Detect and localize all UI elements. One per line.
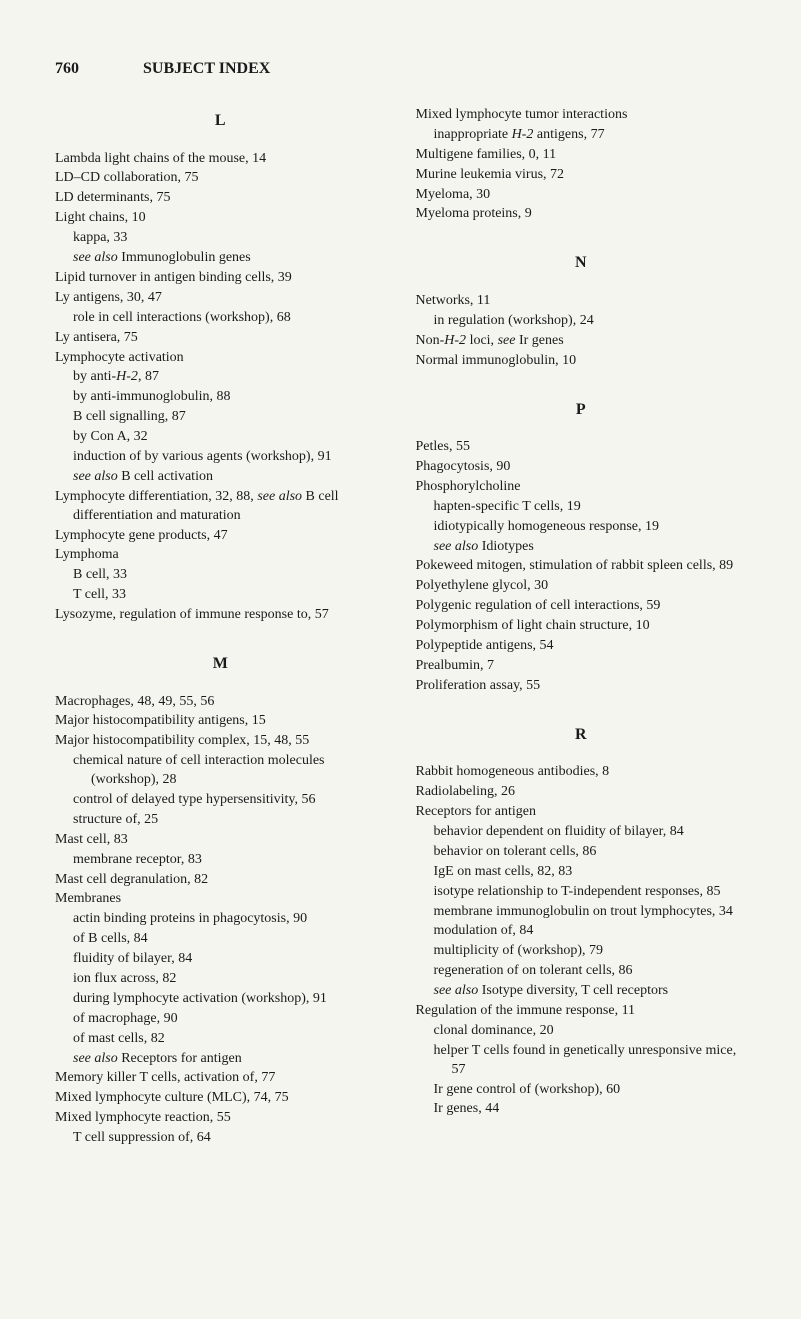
index-entry: Polyethylene glycol, 30 [416,577,747,596]
index-entry: Normal immunoglobulin, 10 [416,352,747,371]
index-entry: membrane immunoglobulin on trout lymphoc… [416,903,747,922]
index-entry: helper T cells found in genetically unre… [416,1042,747,1080]
index-entry: Membranes [55,890,386,909]
index-entry: Polypeptide antigens, 54 [416,637,747,656]
index-entry: Ir genes, 44 [416,1100,747,1119]
index-entry: membrane receptor, 83 [55,851,386,870]
index-entry: isotype relationship to T-independent re… [416,883,747,902]
index-entry: Petles, 55 [416,438,747,457]
index-entry: behavior dependent on fluidity of bilaye… [416,823,747,842]
index-entry: Mixed lymphocyte culture (MLC), 74, 75 [55,1089,386,1108]
index-entry: T cell suppression of, 64 [55,1129,386,1148]
index-entry: during lymphocyte activation (workshop),… [55,990,386,1009]
index-entry: Proliferation assay, 55 [416,677,747,696]
index-entry: inappropriate H-2 antigens, 77 [416,126,747,145]
index-entry: by anti-H-2, 87 [55,368,386,387]
index-entry: Myeloma, 30 [416,186,747,205]
index-entry: role in cell interactions (workshop), 68 [55,309,386,328]
index-entry: behavior on tolerant cells, 86 [416,843,747,862]
index-entry: Polygenic regulation of cell interaction… [416,597,747,616]
index-entry: Lysozyme, regulation of immune response … [55,606,386,625]
index-entry: Major histocompatibility antigens, 15 [55,712,386,731]
index-entry: Lymphocyte activation [55,349,386,368]
index-entry: Ly antisera, 75 [55,329,386,348]
index-entry: IgE on mast cells, 82, 83 [416,863,747,882]
index-entry: actin binding proteins in phagocytosis, … [55,910,386,929]
index-entry: see also Idiotypes [416,538,747,557]
index-entry: see also Immunoglobulin genes [55,249,386,268]
index-entry: chemical nature of cell interaction mole… [55,752,386,790]
index-entry: LD determinants, 75 [55,189,386,208]
section-letter: P [416,399,747,421]
index-entry: Regulation of the immune response, 11 [416,1002,747,1021]
index-entry: Multigene families, 0, 11 [416,146,747,165]
index-entry: see also Receptors for antigen [55,1050,386,1069]
section-letter: L [55,110,386,132]
index-entry: LD–CD collaboration, 75 [55,169,386,188]
section-letter: M [55,653,386,675]
index-entry: clonal dominance, 20 [416,1022,747,1041]
index-entry: Polymorphism of light chain structure, 1… [416,617,747,636]
index-entry: Radiolabeling, 26 [416,783,747,802]
index-entry: Lymphoma [55,546,386,565]
index-entry: Major histocompatibility complex, 15, 48… [55,732,386,751]
index-entry: Lipid turnover in antigen binding cells,… [55,269,386,288]
index-entry: hapten-specific T cells, 19 [416,498,747,517]
index-entry: by Con A, 32 [55,428,386,447]
index-entry: Non-H-2 loci, see Ir genes [416,332,747,351]
index-entry: Mixed lymphocyte tumor interactions [416,106,747,125]
index-entry: Ir gene control of (workshop), 60 [416,1081,747,1100]
index-entry: of mast cells, 82 [55,1030,386,1049]
index-entry: Networks, 11 [416,292,747,311]
index-entry: fluidity of bilayer, 84 [55,950,386,969]
index-entry: structure of, 25 [55,811,386,830]
section-letter: N [416,252,747,274]
index-entry: Pokeweed mitogen, stimulation of rabbit … [416,557,747,576]
index-entry: by anti-immunoglobulin, 88 [55,388,386,407]
right-column: Mixed lymphocyte tumor interactionsinapp… [416,106,747,1149]
index-entry: regeneration of on tolerant cells, 86 [416,962,747,981]
index-entry: Mast cell, 83 [55,831,386,850]
page-header: 760 SUBJECT INDEX [55,60,746,78]
page-number: 760 [55,60,79,77]
left-column: L Lambda light chains of the mouse, 14LD–… [55,106,386,1149]
index-columns: L Lambda light chains of the mouse, 14LD–… [55,106,746,1149]
index-entry: in regulation (workshop), 24 [416,312,747,331]
index-entry: induction of by various agents (workshop… [55,448,386,467]
index-entry: kappa, 33 [55,229,386,248]
index-entry: Ly antigens, 30, 47 [55,289,386,308]
index-entry: Prealbumin, 7 [416,657,747,676]
index-entry: control of delayed type hypersensitivity… [55,791,386,810]
index-entry: Mast cell degranulation, 82 [55,871,386,890]
index-entry: Lambda light chains of the mouse, 14 [55,150,386,169]
index-entry: see also Isotype diversity, T cell recep… [416,982,747,1001]
index-entry: B cell signalling, 87 [55,408,386,427]
index-entry: idiotypically homogeneous response, 19 [416,518,747,537]
index-entry: modulation of, 84 [416,922,747,941]
index-entry: multiplicity of (workshop), 79 [416,942,747,961]
index-entry: ion flux across, 82 [55,970,386,989]
index-entry: Myeloma proteins, 9 [416,205,747,224]
index-entry: of B cells, 84 [55,930,386,949]
index-entry: Macrophages, 48, 49, 55, 56 [55,693,386,712]
index-entry: Receptors for antigen [416,803,747,822]
header-title: SUBJECT INDEX [143,60,270,77]
index-entry: Rabbit homogeneous antibodies, 8 [416,763,747,782]
index-entry: Memory killer T cells, activation of, 77 [55,1069,386,1088]
index-entry: Lymphocyte gene products, 47 [55,527,386,546]
index-entry: Light chains, 10 [55,209,386,228]
index-entry: T cell, 33 [55,586,386,605]
index-entry: of macrophage, 90 [55,1010,386,1029]
index-entry: Phosphorylcholine [416,478,747,497]
section-letter: R [416,724,747,746]
index-entry: Phagocytosis, 90 [416,458,747,477]
index-entry: Murine leukemia virus, 72 [416,166,747,185]
index-entry: Mixed lymphocyte reaction, 55 [55,1109,386,1128]
index-entry: B cell, 33 [55,566,386,585]
index-entry: Lymphocyte differentiation, 32, 88, see … [55,488,386,526]
index-entry: see also B cell activation [55,468,386,487]
